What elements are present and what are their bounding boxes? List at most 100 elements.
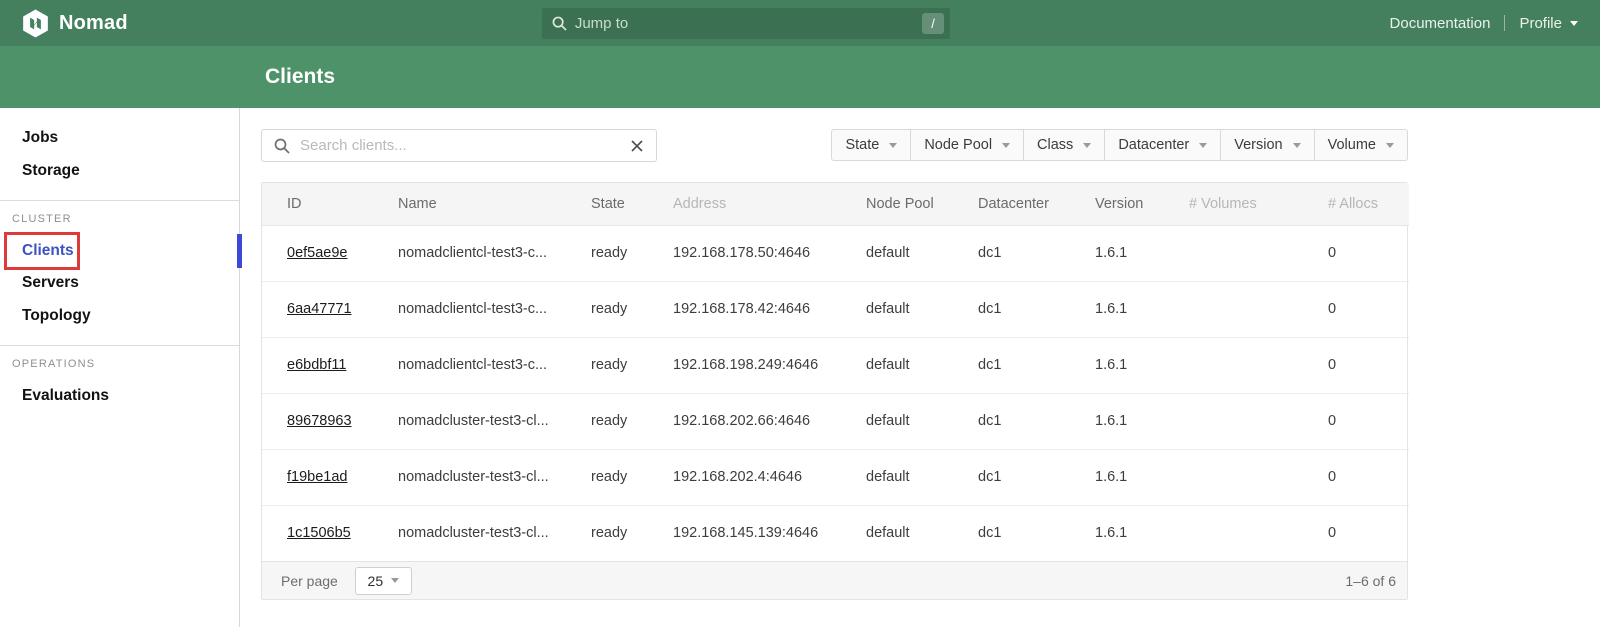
client-id-link[interactable]: 89678963 [287, 413, 352, 429]
client-name: nomadclientcl-test3-c... [373, 225, 566, 282]
jump-to-input[interactable] [574, 14, 923, 32]
brand[interactable]: Nomad [22, 9, 322, 38]
sidebar-item-clients[interactable]: Clients [22, 242, 74, 259]
filter-class[interactable]: Class [1023, 129, 1106, 161]
top-navbar: Nomad / Documentation Profile [0, 0, 1600, 46]
sidebar-divider [0, 345, 239, 346]
client-id-link[interactable]: 6aa47771 [287, 301, 352, 317]
main-content: State Node Pool Class Datacenter Version [240, 108, 1409, 627]
profile-link[interactable]: Profile [1519, 14, 1562, 32]
table-row[interactable]: 6aa47771 nomadclientcl-test3-c... ready … [262, 281, 1409, 338]
client-id-link[interactable]: 0ef5ae9e [287, 245, 348, 261]
column-header-node-pool[interactable]: Node Pool [841, 183, 953, 226]
client-version: 1.6.1 [1070, 281, 1164, 338]
slash-shortcut-badge: / [922, 12, 944, 34]
client-state: ready [566, 281, 648, 338]
client-name: nomadcluster-test3-cl... [398, 525, 549, 542]
filter-version[interactable]: Version [1220, 129, 1315, 161]
client-node-pool: default [841, 281, 953, 338]
client-version: 1.6.1 [1070, 337, 1164, 394]
search-icon [274, 138, 290, 154]
client-address: 192.168.178.42:4646 [648, 281, 841, 338]
client-address: 192.168.198.249:4646 [648, 337, 841, 394]
client-name: nomadclientcl-test3-c... [373, 281, 566, 338]
sidebar: Jobs Storage CLUSTER Clients Servers Top… [0, 108, 242, 627]
search-icon [552, 16, 567, 31]
sidebar-item-jobs[interactable]: Jobs [22, 129, 59, 146]
filter-node-pool[interactable]: Node Pool [910, 129, 1025, 161]
client-id-link[interactable]: f19be1ad [287, 469, 348, 485]
sidebar-item-servers[interactable]: Servers [22, 274, 79, 291]
client-version: 1.6.1 [1095, 525, 1128, 542]
sidebar-item-evaluations[interactable]: Evaluations [22, 387, 109, 404]
client-volumes [1164, 505, 1303, 561]
client-datacenter: dc1 [978, 525, 1002, 542]
pagination-range: 1–6 of 6 [1345, 572, 1396, 589]
brand-name: Nomad [59, 11, 128, 34]
column-header-version[interactable]: Version [1070, 183, 1164, 226]
sidebar-divider [0, 200, 239, 201]
jump-to-search[interactable]: / [541, 7, 950, 39]
client-allocs: 0 [1303, 225, 1409, 282]
clients-search-input[interactable] [300, 137, 630, 154]
table-row[interactable]: e6bdbf11 nomadclientcl-test3-c... ready … [262, 337, 1409, 394]
sidebar-item-storage[interactable]: Storage [22, 162, 80, 179]
column-header-name[interactable]: Name [373, 183, 566, 226]
table-row[interactable]: 1c1506b5 nomadcluster-test3-cl... ready … [262, 505, 1409, 561]
client-allocs: 0 [1303, 449, 1409, 506]
client-state: ready [566, 225, 648, 282]
client-volumes [1164, 281, 1303, 338]
chevron-down-icon [1569, 20, 1578, 26]
client-address: 192.168.145.139:4646 [673, 525, 819, 542]
column-header-state[interactable]: State [566, 183, 648, 226]
clear-search-icon[interactable] [630, 139, 644, 153]
table-row[interactable]: f19be1ad nomadcluster-test3-cl... ready … [262, 449, 1409, 506]
per-page-select[interactable]: 25 [354, 566, 412, 595]
page-title: Clients [265, 65, 336, 88]
clients-search-box[interactable] [261, 129, 657, 162]
client-id-link[interactable]: 1c1506b5 [287, 525, 351, 542]
client-version: 1.6.1 [1070, 449, 1164, 506]
column-header-volumes: # Volumes [1164, 183, 1303, 226]
client-version: 1.6.1 [1070, 225, 1164, 282]
client-state: ready [566, 449, 648, 506]
filter-volume[interactable]: Volume [1313, 129, 1408, 161]
nav-separator [1504, 15, 1506, 31]
client-state: ready [566, 337, 648, 394]
client-datacenter: dc1 [953, 225, 1070, 282]
page-header: Clients [0, 46, 1600, 108]
client-datacenter: dc1 [953, 449, 1070, 506]
sidebar-item-topology[interactable]: Topology [22, 307, 91, 324]
column-header-id[interactable]: ID [262, 183, 373, 226]
client-node-pool: default [866, 525, 910, 542]
chevron-down-icon [889, 142, 898, 148]
chevron-down-icon [1292, 142, 1301, 148]
filter-bar: State Node Pool Class Datacenter Version [831, 129, 1408, 161]
table-row[interactable]: 0ef5ae9e nomadclientcl-test3-c... ready … [262, 225, 1409, 282]
chevron-down-icon [1199, 142, 1208, 148]
client-state: ready [591, 525, 628, 542]
client-datacenter: dc1 [953, 281, 1070, 338]
table-header-row: ID Name State Address Node Pool Datacent… [262, 183, 1409, 226]
client-allocs: 0 [1303, 281, 1409, 338]
documentation-link[interactable]: Documentation [1389, 14, 1491, 32]
client-volumes [1164, 337, 1303, 394]
client-allocs: 0 [1303, 337, 1409, 394]
per-page-label: Per page [281, 572, 338, 589]
client-datacenter: dc1 [953, 337, 1070, 394]
profile-menu[interactable]: Profile [1519, 15, 1578, 32]
clients-toolbar: State Node Pool Class Datacenter Version [261, 129, 1408, 162]
client-id-link[interactable]: e6bdbf11 [287, 357, 347, 373]
column-header-address: Address [648, 183, 841, 226]
column-header-datacenter[interactable]: Datacenter [953, 183, 1070, 226]
client-name: nomadcluster-test3-cl... [373, 393, 566, 450]
sidebar-section-cluster: CLUSTER [12, 213, 72, 225]
chevron-down-icon [391, 578, 400, 583]
filter-state[interactable]: State [831, 129, 912, 161]
table-row[interactable]: 89678963 nomadcluster-test3-cl... ready … [262, 393, 1409, 450]
client-address: 192.168.178.50:4646 [648, 225, 841, 282]
client-datacenter: dc1 [953, 393, 1070, 450]
filter-datacenter[interactable]: Datacenter [1104, 129, 1222, 161]
client-address: 192.168.202.66:4646 [648, 393, 841, 450]
top-nav-links: Documentation Profile [1390, 15, 1578, 32]
